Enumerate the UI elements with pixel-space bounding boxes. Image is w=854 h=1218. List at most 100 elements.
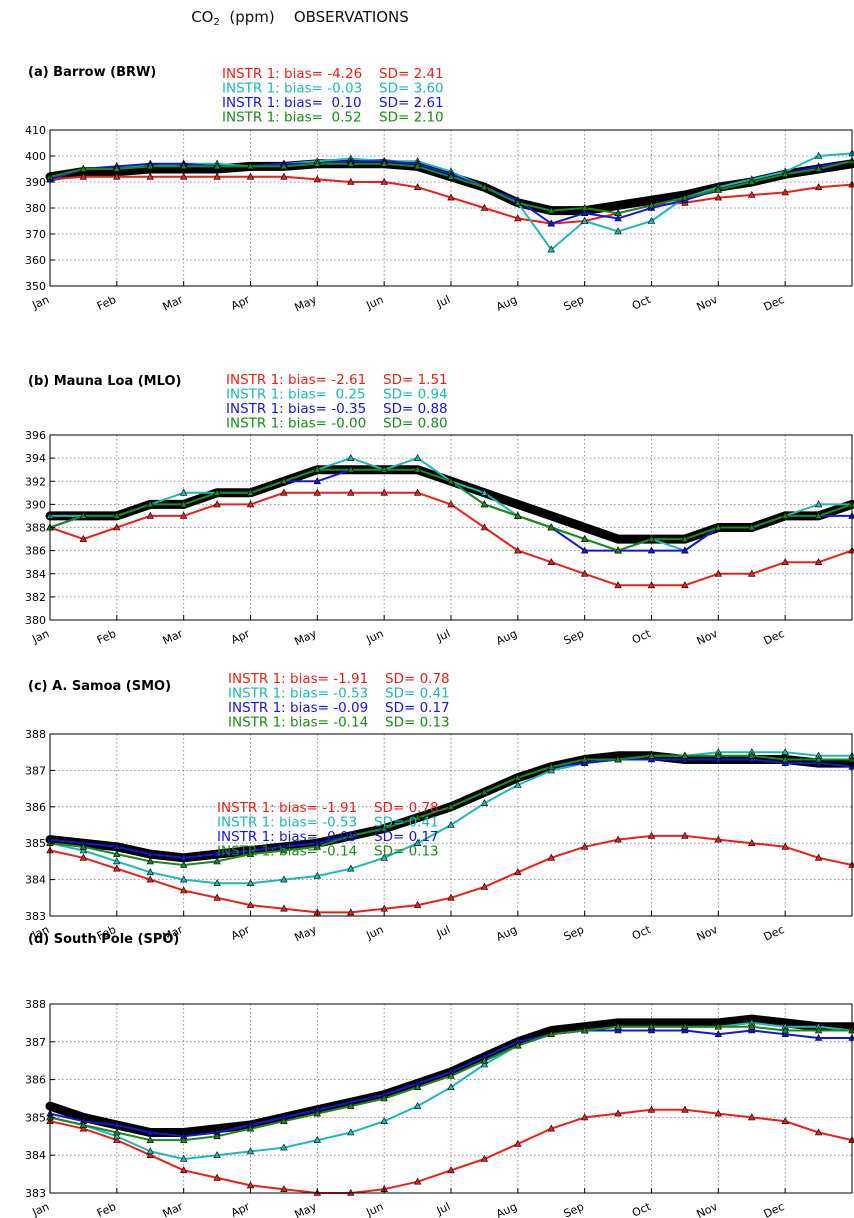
x-tick-label: Dec	[762, 293, 787, 314]
series-marker-green	[113, 164, 121, 172]
y-tick-label: 390	[25, 498, 46, 511]
series-marker-blue	[647, 1026, 656, 1034]
stats-bias-label: INSTR 1: bias= -0.09	[217, 829, 357, 845]
series-marker-green	[213, 1132, 221, 1140]
series-marker-cyan	[647, 216, 656, 224]
series-marker-cyan	[614, 227, 622, 235]
series-marker-red	[246, 172, 255, 180]
series-marker-green	[347, 831, 355, 839]
x-tick-label: Feb	[95, 627, 118, 647]
series-marker-red	[480, 203, 489, 211]
series-marker-red	[514, 546, 522, 554]
series-marker-green	[514, 511, 522, 519]
series-marker-blue	[714, 755, 722, 763]
series-marker-green	[747, 751, 756, 759]
series-marker-red	[213, 1173, 221, 1181]
series-marker-blue	[581, 758, 589, 766]
series-marker-green	[313, 842, 321, 850]
y-tick-label: 390	[25, 176, 46, 189]
series-marker-cyan	[514, 780, 522, 788]
series-marker-blue	[647, 546, 656, 554]
y-tick-label: 388	[25, 728, 46, 741]
stats-bias-label: INSTR 1: bias= -0.00	[226, 416, 366, 432]
series-marker-red	[681, 1105, 689, 1113]
series-marker-green	[146, 162, 154, 170]
series-marker-green	[781, 511, 789, 519]
y-tick-label: 385	[25, 837, 46, 850]
series-marker-red	[814, 558, 823, 565]
series-marker-green	[380, 824, 388, 832]
series-marker-red	[480, 882, 489, 890]
figure-title: CO2 (ppm) OBSERVATIONS	[0, 8, 600, 28]
series-marker-green	[280, 477, 288, 485]
series-marker-cyan	[280, 875, 288, 883]
series-marker-red	[413, 1177, 422, 1185]
series-marker-green	[547, 762, 555, 770]
stats-bias-label: INSTR 1: bias= 0.25	[226, 387, 366, 403]
series-marker-cyan	[79, 846, 88, 854]
series-marker-green	[647, 1022, 656, 1030]
series-marker-red	[614, 835, 622, 843]
y-tick-label: 384	[25, 874, 46, 887]
y-tick-label: 360	[25, 254, 46, 267]
series-marker-red	[180, 886, 188, 894]
x-tick-label: Jun	[363, 1200, 385, 1218]
y-tick-label: 387	[25, 764, 46, 777]
series-marker-cyan	[347, 1128, 355, 1136]
series-marker-green	[313, 1109, 321, 1117]
x-tick-label: Nov	[695, 1200, 720, 1218]
series-marker-red	[413, 900, 422, 908]
series-marker-red	[347, 908, 355, 916]
series-marker-blue	[681, 546, 689, 554]
stats-sd-label: SD= 0.13	[385, 715, 450, 731]
stats-bias-label: INSTR 1: bias= -2.61	[226, 372, 366, 388]
x-tick-label: Jun	[363, 627, 385, 646]
series-marker-blue	[113, 842, 121, 850]
series-marker-green	[747, 1022, 756, 1030]
series-marker-green	[246, 488, 255, 496]
x-tick-label: Nov	[695, 923, 720, 944]
series-marker-green	[79, 511, 88, 519]
series-marker-red	[447, 193, 455, 201]
series-marker-blue	[681, 755, 689, 763]
series-marker-red	[113, 172, 121, 180]
series-marker-red	[614, 1109, 622, 1117]
series-marker-green	[113, 1128, 121, 1136]
series-marker-red	[246, 900, 255, 908]
series-marker-cyan	[547, 245, 555, 253]
y-tick-label: 350	[25, 280, 46, 293]
series-marker-green	[547, 1030, 555, 1037]
series-marker-green	[814, 164, 823, 172]
series-marker-blue	[647, 755, 656, 763]
title-prefix: CO	[191, 8, 214, 26]
series-marker-green	[814, 1026, 823, 1034]
series-marker-green	[514, 773, 522, 781]
series-marker-red	[714, 1109, 722, 1117]
series-marker-green	[113, 511, 121, 519]
x-tick-label: Sep	[562, 1200, 586, 1218]
series-line-cyan	[49, 1021, 853, 1160]
x-tick-label: Apr	[229, 293, 252, 313]
series-marker-cyan	[313, 1135, 321, 1143]
y-tick-label: 396	[25, 429, 46, 442]
series-marker-cyan	[246, 879, 255, 886]
series-marker-green	[747, 523, 756, 531]
series-marker-green	[714, 185, 722, 193]
series-marker-green	[280, 846, 288, 854]
series-marker-red	[79, 853, 88, 861]
series-marker-red	[514, 214, 522, 222]
series-marker-green	[581, 1026, 589, 1034]
series-marker-blue	[714, 1030, 722, 1037]
series-marker-cyan	[480, 488, 489, 496]
panel-title: (c) A. Samoa (SMO)	[28, 679, 171, 694]
y-tick-label: 380	[25, 202, 46, 215]
stats-sd-label: SD= 2.61	[379, 95, 444, 111]
series-marker-red	[647, 581, 656, 589]
series-marker-cyan	[480, 1060, 489, 1068]
series-marker-red	[714, 569, 722, 577]
series-marker-green	[146, 500, 154, 508]
series-marker-blue	[313, 477, 321, 485]
y-tick-label: 394	[25, 452, 46, 465]
series-marker-cyan	[313, 871, 321, 879]
series-marker-green	[647, 751, 656, 759]
